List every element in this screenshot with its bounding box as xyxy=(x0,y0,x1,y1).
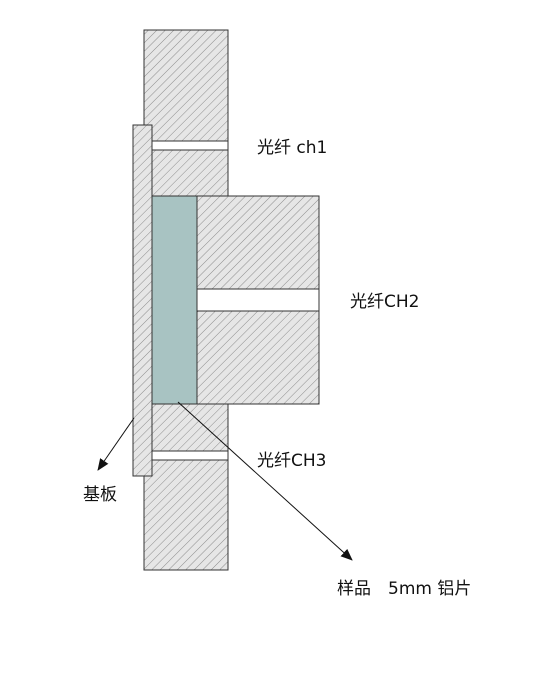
substrate-plate xyxy=(132,124,153,477)
main-block-upper xyxy=(143,29,229,197)
label-fiber-ch2: 光纤CH2 xyxy=(350,292,419,312)
label-fiber-ch1: 光纤 ch1 xyxy=(257,138,327,158)
sample-block xyxy=(151,195,198,405)
fiber-ch2-channel xyxy=(196,288,320,312)
sample-leader-arrow xyxy=(177,401,353,561)
label-sample-spec: 5mm 铝片 xyxy=(388,579,471,599)
fiber-ch1-channel xyxy=(151,140,229,151)
main-block-lower xyxy=(143,403,229,571)
label-substrate: 基板 xyxy=(83,485,117,505)
fiber-ch3-channel xyxy=(151,450,229,461)
label-fiber-ch3: 光纤CH3 xyxy=(257,451,326,471)
substrate-leader-arrow xyxy=(97,417,135,471)
label-sample: 样品 xyxy=(337,579,371,599)
